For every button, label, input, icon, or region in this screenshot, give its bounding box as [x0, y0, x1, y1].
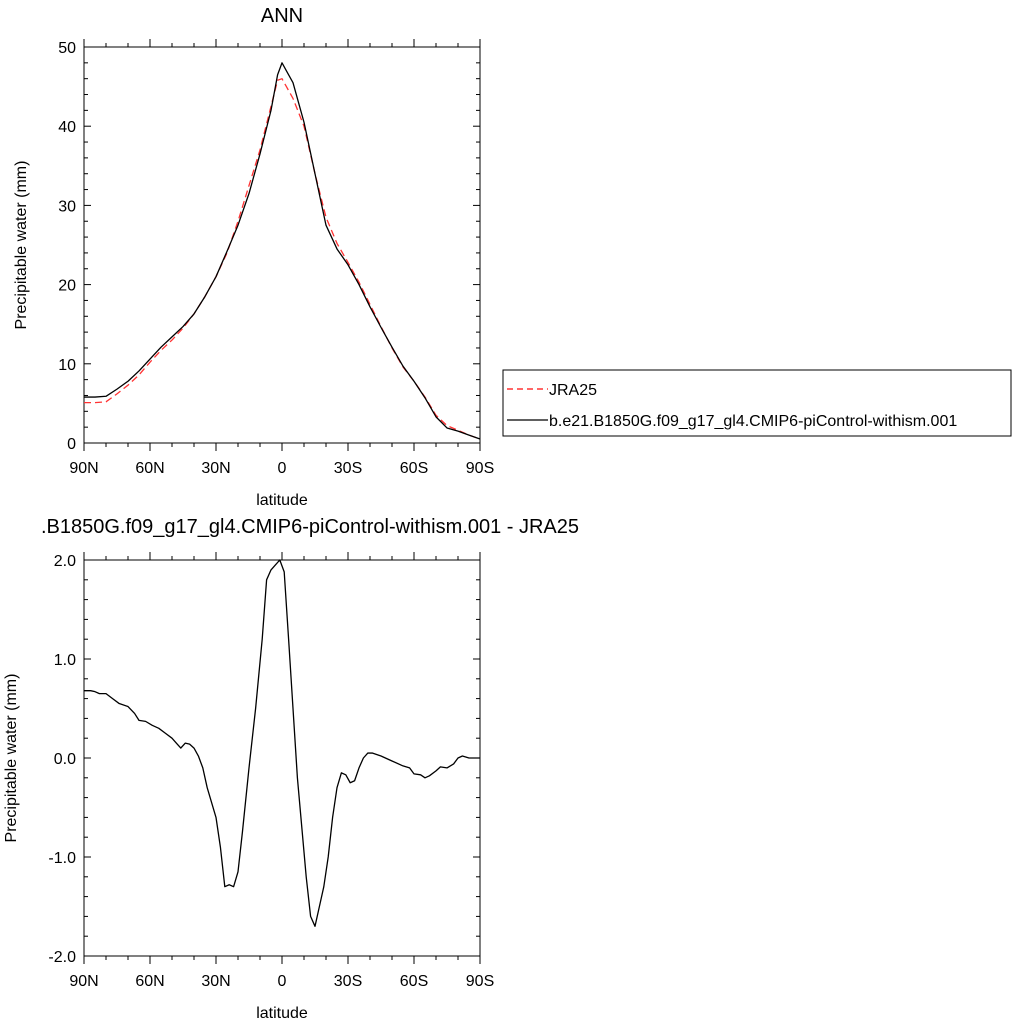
top-series-lines	[84, 62, 481, 440]
legend-entry-jra25: JRA25	[549, 382, 597, 399]
bottom-series-lines	[84, 559, 480, 927]
legend: JRA25 b.e21.B1850G.f09_g17_gl4.CMIP6-piC…	[502, 369, 1012, 437]
top-x-tick-labels: 90N 60N 30N 0 30S 60S 90S	[69, 460, 494, 477]
top-plot-frame	[83, 46, 481, 444]
top-x-axis-label: latitude	[256, 492, 308, 509]
top-x-tick-label-4: 30S	[334, 460, 362, 477]
bottom-x-tick-label-2: 30N	[201, 973, 230, 990]
top-y-tick-labels: 0 10 20 30 40 50	[58, 40, 76, 453]
bottom-y-tick-label-2: 0.0	[54, 751, 76, 768]
top-y-tick-label-1: 10	[58, 357, 76, 374]
bottom-plot-frame	[83, 559, 481, 957]
top-y-tick-label-2: 20	[58, 278, 76, 295]
top-x-tick-label-1: 60N	[135, 460, 164, 477]
bottom-y-tick-label-4: 2.0	[54, 553, 76, 570]
top-y-tick-label-4: 40	[58, 119, 76, 136]
top-series-line-0	[84, 78, 481, 440]
top-y-tick-label-0: 0	[67, 436, 76, 453]
top-tick-marks	[83, 39, 481, 451]
bottom-panel: .B1850G.f09_g17_gl4.CMIP6-piControl-with…	[3, 516, 579, 1022]
top-series-line-1	[84, 62, 481, 440]
bottom-y-tick-label-3: 1.0	[54, 652, 76, 669]
top-y-axis-label: Precipitable water (mm)	[13, 161, 30, 330]
top-chart-title: ANN	[261, 5, 303, 27]
bottom-y-tick-label-1: -1.0	[48, 850, 76, 867]
top-x-tick-label-5: 60S	[400, 460, 428, 477]
top-x-tick-label-3: 0	[278, 460, 287, 477]
legend-entry-model: b.e21.B1850G.f09_g17_gl4.CMIP6-piControl…	[549, 413, 957, 430]
bottom-x-tick-labels: 90N 60N 30N 0 30S 60S 90S	[69, 973, 494, 990]
bottom-y-tick-label-0: -2.0	[48, 949, 76, 966]
top-x-tick-label-0: 90N	[69, 460, 98, 477]
bottom-x-axis-label: latitude	[256, 1005, 308, 1022]
top-x-tick-label-2: 30N	[201, 460, 230, 477]
top-panel: ANN 0 10 20 30 40 50 90N 60N 30N 0 30S 60S 90S lati…	[13, 5, 494, 509]
bottom-x-tick-label-0: 90N	[69, 973, 98, 990]
bottom-chart-title: .B1850G.f09_g17_gl4.CMIP6-piControl-with…	[41, 516, 579, 538]
top-y-tick-label-3: 30	[58, 198, 76, 215]
bottom-x-tick-label-4: 30S	[334, 973, 362, 990]
legend-box	[502, 369, 1012, 437]
bottom-series-line-0	[84, 559, 480, 927]
bottom-y-tick-labels: -2.0 -1.0 0.0 1.0 2.0	[48, 553, 76, 966]
top-y-tick-label-5: 50	[58, 40, 76, 57]
top-x-tick-label-6: 90S	[466, 460, 494, 477]
bottom-y-axis-label: Precipitable water (mm)	[3, 674, 20, 843]
bottom-x-tick-label-1: 60N	[135, 973, 164, 990]
bottom-x-tick-label-5: 60S	[400, 973, 428, 990]
bottom-x-tick-label-3: 0	[278, 973, 287, 990]
bottom-tick-marks	[83, 552, 481, 964]
bottom-x-tick-label-6: 90S	[466, 973, 494, 990]
